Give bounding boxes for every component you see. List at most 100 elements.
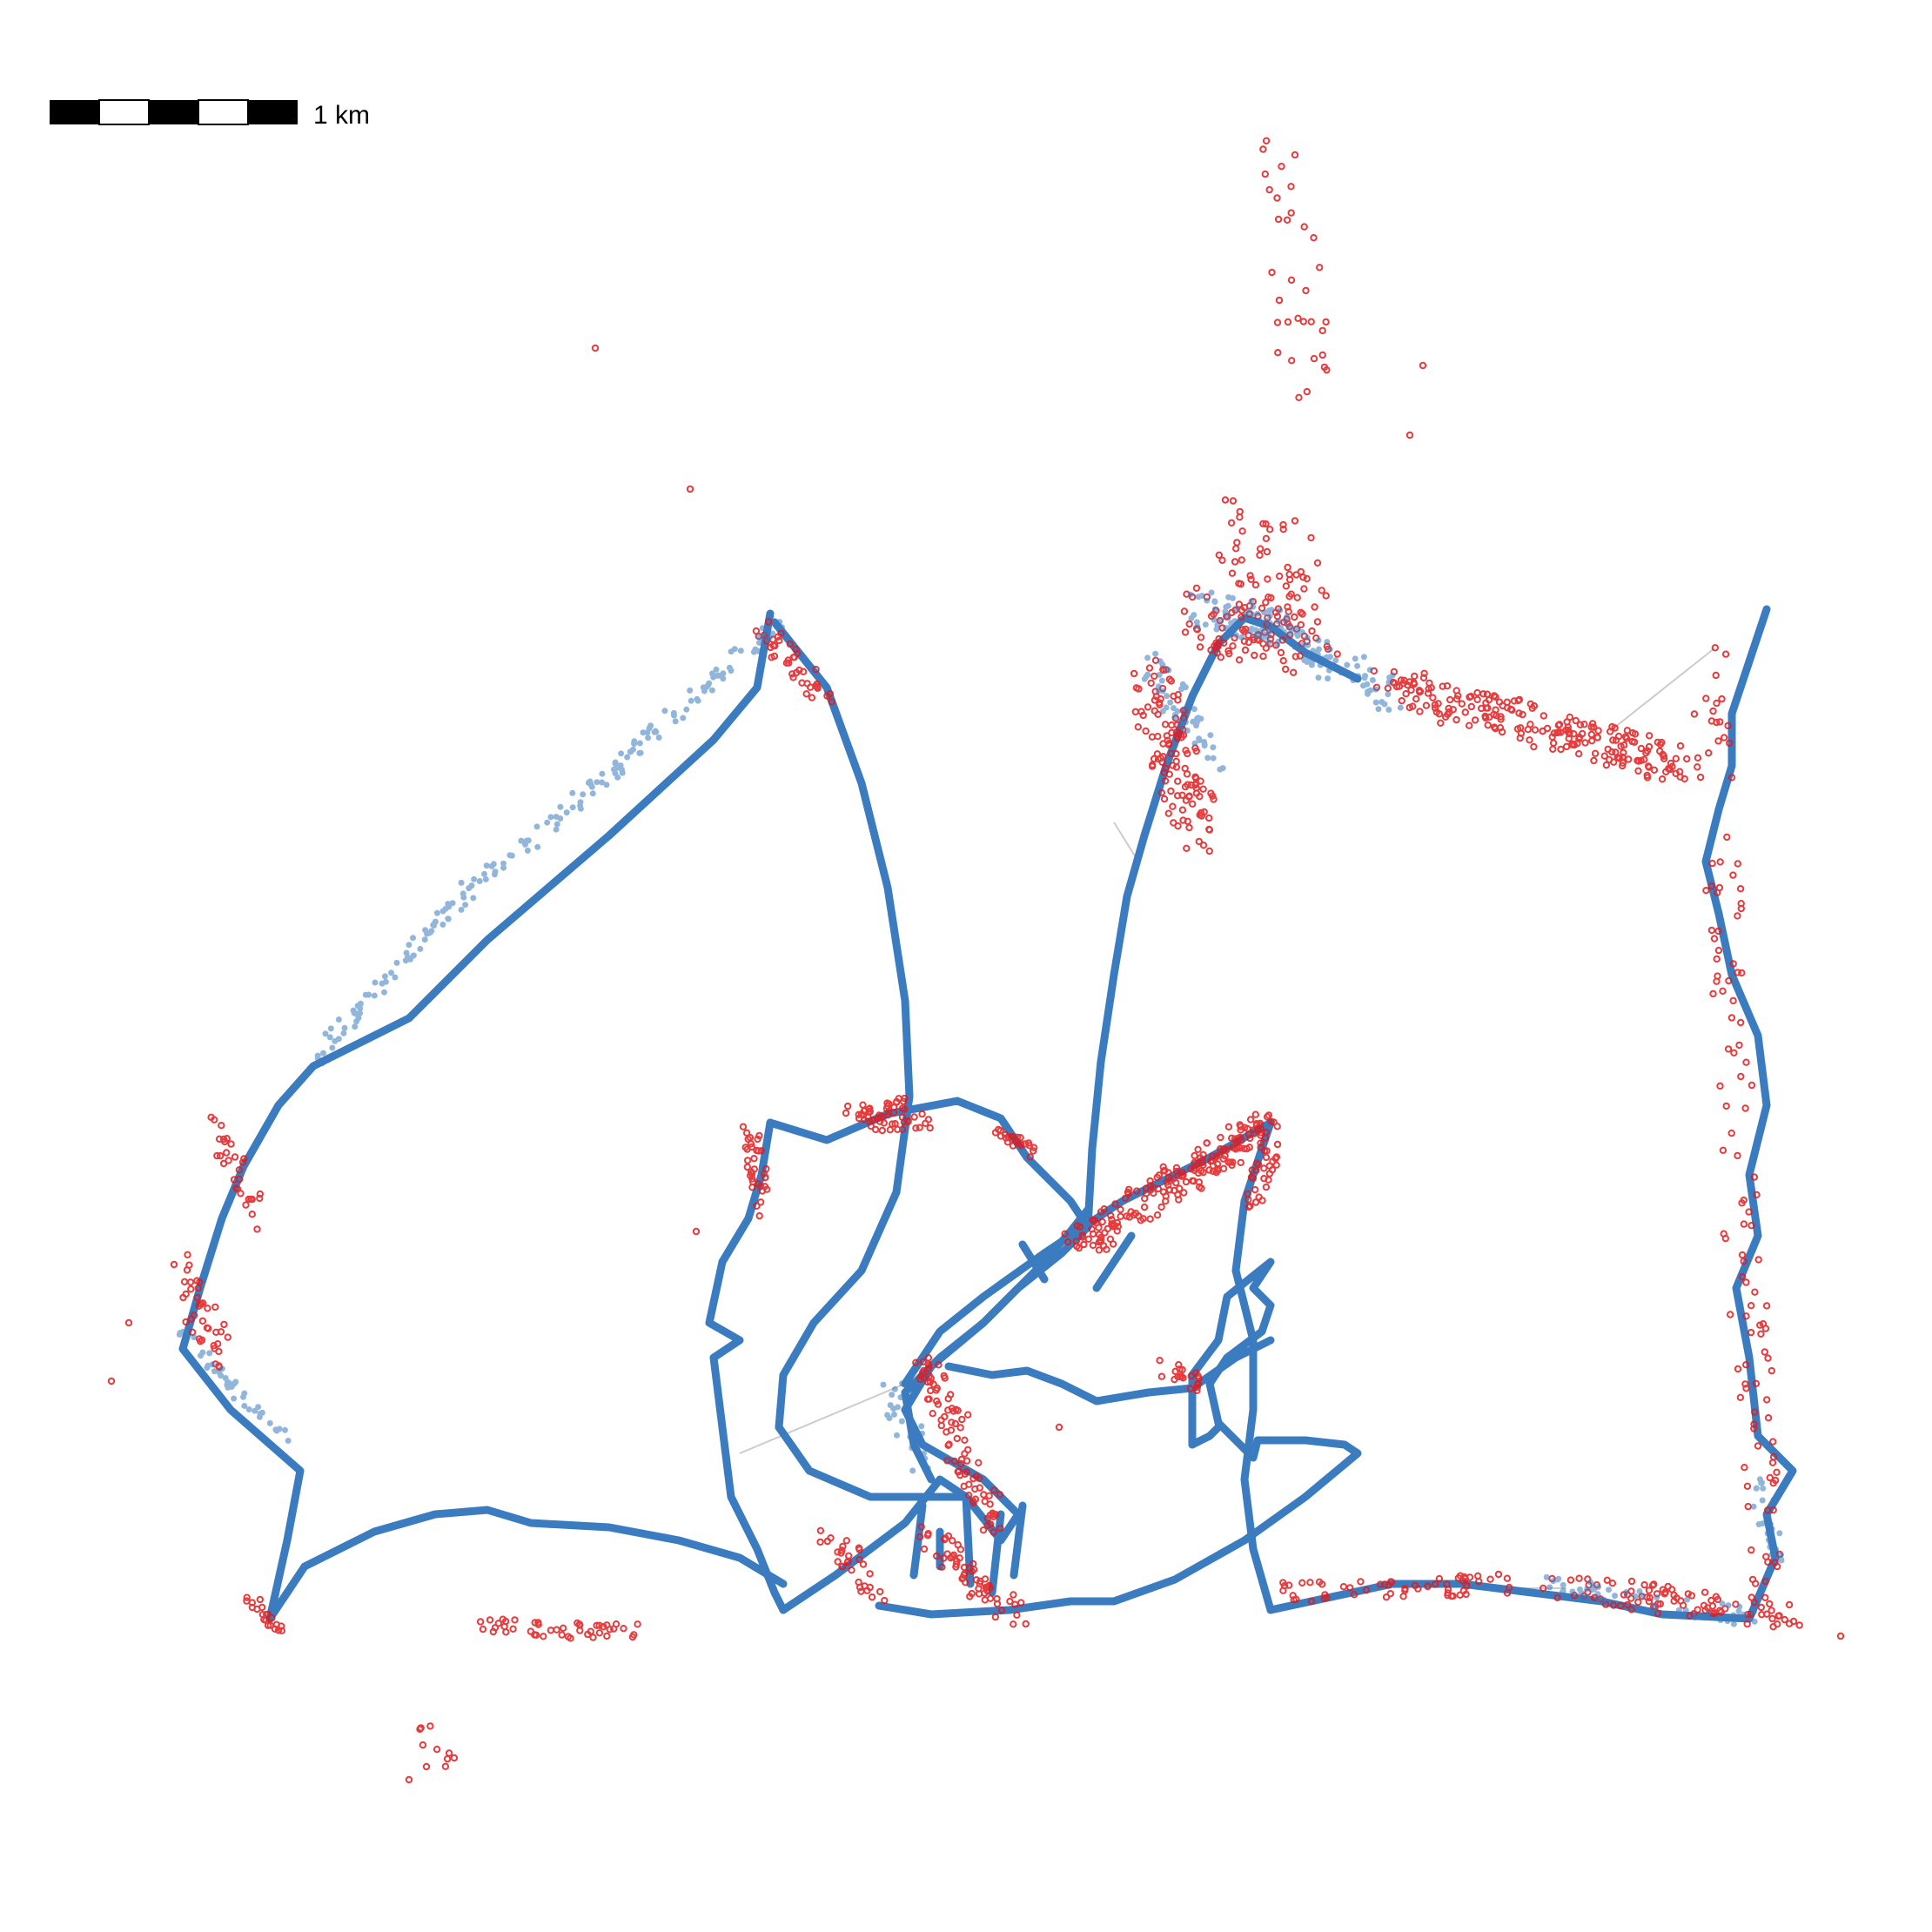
outlier-point — [1156, 701, 1164, 708]
outlier-point — [1293, 594, 1301, 601]
scale-bar-segment-5 — [248, 100, 298, 124]
track-point — [1224, 613, 1231, 620]
track-point — [580, 791, 587, 798]
outlier-point — [1205, 814, 1213, 822]
outlier-point — [1108, 1220, 1116, 1228]
outlier-point — [1439, 682, 1446, 690]
track-point — [1360, 654, 1367, 661]
outlier-point — [1207, 646, 1215, 654]
track-points — [176, 589, 1785, 1627]
outlier-point — [1562, 726, 1570, 735]
outlier-point — [533, 1631, 540, 1640]
track-point — [1305, 654, 1312, 661]
outlier-point — [1197, 777, 1204, 785]
outlier-point — [1496, 724, 1505, 732]
outlier-point — [1405, 703, 1414, 712]
outlier-point — [1140, 1203, 1149, 1211]
outlier-point — [634, 1620, 641, 1628]
outlier-point — [963, 1468, 971, 1476]
outlier-point — [938, 1563, 946, 1571]
track-point — [352, 1023, 359, 1030]
outlier-point — [1260, 1147, 1269, 1155]
outlier-point — [1609, 1601, 1618, 1609]
outlier-point — [1748, 1302, 1755, 1310]
outlier-point — [1769, 1438, 1777, 1446]
outlier-point — [1294, 314, 1302, 322]
outlier-point — [1420, 669, 1428, 677]
outlier-point — [784, 656, 792, 664]
track-point — [1654, 1594, 1660, 1600]
outlier-point — [1148, 733, 1157, 741]
outlier-point — [739, 1123, 748, 1130]
outlier-point — [1497, 715, 1505, 723]
track-point — [731, 646, 738, 653]
outlier-point — [855, 1546, 863, 1553]
outlier-point — [1634, 1598, 1642, 1607]
outlier-point — [834, 1548, 842, 1556]
outlier-point — [1593, 734, 1602, 741]
outlier-point — [1429, 694, 1437, 701]
outlier-point — [1290, 668, 1298, 676]
track-point — [439, 921, 446, 928]
outlier-point — [1646, 1593, 1654, 1602]
outlier-point — [949, 1407, 957, 1415]
outlier-point — [223, 1149, 231, 1157]
outlier-point — [1095, 1246, 1104, 1254]
outlier-point — [1702, 694, 1710, 702]
track-point — [241, 1390, 248, 1397]
outlier-point — [1519, 710, 1526, 719]
track-point — [258, 1409, 265, 1416]
outlier-point — [1310, 234, 1318, 242]
track-point — [1724, 1618, 1731, 1625]
outlier-point — [1524, 726, 1533, 734]
track-point — [1332, 657, 1339, 664]
outlier-point — [1716, 718, 1724, 726]
outlier-point — [1362, 1586, 1371, 1594]
outlier-point — [916, 1533, 924, 1541]
track-point — [1543, 1573, 1550, 1580]
track-point — [1736, 1603, 1743, 1610]
track-point — [569, 804, 576, 811]
track-point — [1249, 611, 1255, 618]
outlier-point — [1299, 318, 1308, 325]
outlier-point — [1192, 1369, 1200, 1377]
outlier-point — [1252, 1166, 1260, 1175]
track-point — [1589, 1586, 1596, 1593]
outlier-point — [1121, 1194, 1130, 1203]
outlier-point — [476, 1618, 485, 1626]
outlier-point — [1061, 1230, 1069, 1238]
outlier-point — [509, 1625, 517, 1633]
outlier-point — [1248, 1166, 1256, 1174]
outlier-point — [876, 1587, 884, 1596]
outlier-point — [243, 1593, 251, 1601]
outlier-point — [1734, 860, 1742, 868]
track-point — [916, 1432, 922, 1439]
outlier-point — [1580, 721, 1588, 728]
outlier-point — [859, 1101, 867, 1109]
outlier-point — [964, 1492, 973, 1499]
outlier-point — [1108, 1216, 1116, 1224]
outlier-point — [1741, 1104, 1749, 1112]
outlier-point — [1318, 587, 1325, 594]
outlier-point — [1412, 694, 1420, 703]
outlier-point — [1288, 357, 1296, 365]
outlier-point — [1323, 1593, 1331, 1601]
track-point — [759, 625, 766, 632]
track-point — [1211, 616, 1218, 623]
outlier-point — [1197, 634, 1205, 641]
outlier-point — [1084, 1235, 1093, 1244]
outlier-point — [479, 1625, 487, 1633]
outlier-point — [1073, 1242, 1081, 1251]
outlier-point — [785, 659, 793, 667]
outlier-point — [1183, 844, 1191, 852]
outlier-point — [757, 1147, 765, 1155]
track-point — [726, 664, 733, 671]
track-point — [1623, 1589, 1630, 1596]
outlier-point — [1175, 1361, 1183, 1369]
track-point — [1759, 1520, 1766, 1527]
outlier-point — [933, 1552, 941, 1560]
outlier-point — [1215, 634, 1223, 643]
outlier-point — [842, 1537, 850, 1545]
track-point — [577, 802, 584, 809]
track-point — [462, 902, 469, 909]
